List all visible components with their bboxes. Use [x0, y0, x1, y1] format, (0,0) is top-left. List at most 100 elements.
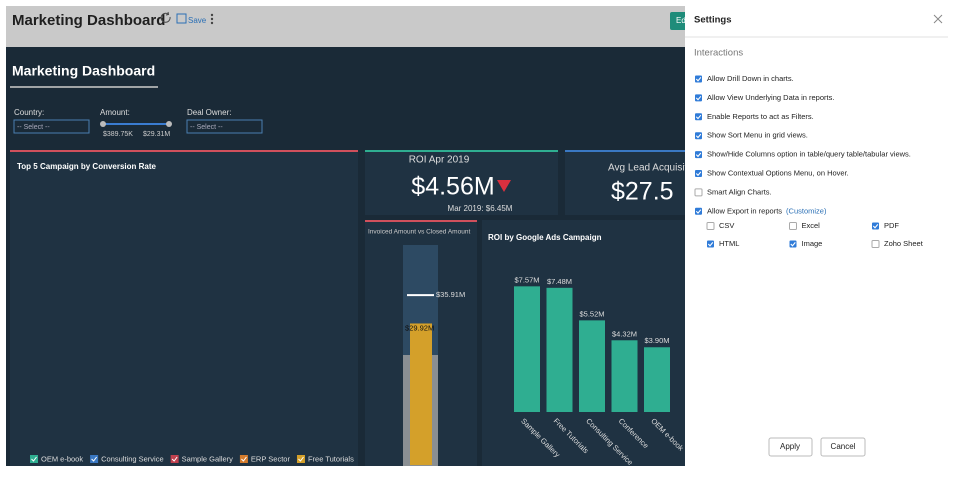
checkbox[interactable] [706, 222, 715, 230]
panel-title: Top 5 Campaign by Conversion Rate [17, 162, 157, 171]
checkmark [872, 224, 879, 229]
bar[interactable] [644, 347, 670, 412]
setting-label[interactable]: Allow View Underlying Data in reports. [707, 93, 834, 102]
apply-button[interactable] [768, 437, 813, 457]
more-icon[interactable] [210, 13, 214, 25]
legend-swatch[interactable] [30, 455, 38, 463]
legend-label[interactable]: OEM e-book [41, 454, 83, 463]
export-option[interactable]: Image [802, 239, 823, 248]
checkmark [695, 171, 702, 177]
bar-label: $7.57M [514, 275, 539, 284]
bar-label: $5.52M [579, 309, 604, 318]
legend-swatch[interactable] [296, 455, 305, 463]
cancel-label[interactable]: Cancel [831, 442, 856, 451]
page-title: Marketing Dashboard [12, 12, 165, 29]
checkmark [790, 242, 796, 247]
checkbox-checked[interactable] [695, 170, 702, 177]
settings-title: Settings [694, 15, 731, 26]
legend-swatch[interactable] [239, 455, 248, 463]
slider-min: $389.75K [103, 131, 133, 138]
checkmark [695, 152, 702, 158]
bullet-target-label: $35.91M [436, 290, 465, 299]
section-title: Interactions [694, 48, 743, 59]
edit-button[interactable] [670, 12, 700, 30]
settings-panel [685, 6, 948, 466]
bar-label: $4.32M [612, 329, 637, 338]
legend-label[interactable]: Free Tutorials [308, 454, 354, 463]
legend-check [171, 456, 178, 462]
checkmark [695, 95, 702, 101]
save-label[interactable]: Save [188, 16, 207, 25]
checkbox-checked[interactable] [789, 240, 797, 248]
export-option[interactable]: Zoho Sheet [884, 239, 924, 248]
customize-link[interactable]: (Customize) [786, 206, 827, 215]
panel-title: ROI by Google Ads Campaign [488, 233, 602, 242]
kpi-compare: Mar 2019: $6.45M [448, 204, 513, 213]
owner-select[interactable] [186, 119, 263, 134]
checkmark [695, 133, 702, 139]
select-value[interactable]: -- Select -- [17, 124, 50, 131]
checkbox-checked[interactable] [695, 94, 702, 102]
close-icon[interactable] [933, 14, 943, 24]
panel [365, 150, 558, 215]
panel [10, 150, 358, 466]
setting-label[interactable]: Allow Export in reports [707, 206, 782, 215]
legend-label[interactable]: Sample Gallery [182, 454, 234, 463]
checkmark [695, 209, 702, 214]
export-option[interactable]: PDF [884, 221, 899, 230]
legend-swatch[interactable] [90, 455, 99, 463]
filter-label: Deal Owner: [187, 108, 231, 117]
settings-list: Allow Drill Down in charts. Allow View Un… [694, 74, 924, 248]
setting-label[interactable]: Allow Drill Down in charts. [707, 74, 794, 83]
slider-knob[interactable] [100, 121, 106, 127]
save-icon[interactable] [176, 13, 187, 24]
legend-check [31, 456, 37, 462]
bar[interactable] [546, 287, 573, 412]
bar[interactable] [611, 340, 638, 412]
edit-button-label[interactable]: Ed [676, 16, 686, 25]
bar-label: $7.48M [547, 277, 572, 286]
checkbox[interactable] [694, 188, 703, 197]
setting-label[interactable]: Enable Reports to act as Filters. [707, 112, 814, 121]
checkbox[interactable] [871, 240, 880, 248]
legend-check [241, 456, 247, 462]
setting-label[interactable]: Show Contextual Options Menu, on Hover. [707, 168, 849, 177]
export-option[interactable]: HTML [719, 239, 739, 248]
checkmark [695, 114, 702, 120]
checkbox-checked[interactable] [695, 151, 702, 159]
bar[interactable] [514, 286, 540, 412]
checkbox-checked[interactable] [695, 207, 702, 215]
legend-label[interactable]: Consulting Service [101, 454, 164, 463]
checkbox-checked[interactable] [872, 222, 879, 230]
kpi-value: $4.56M [411, 173, 494, 201]
trend-down [497, 180, 511, 192]
export-option[interactable]: CSV [719, 221, 734, 230]
checkbox-checked[interactable] [695, 113, 702, 121]
setting-label[interactable]: Show/Hide Columns option in table/query … [707, 150, 911, 159]
setting-label[interactable]: Smart Align Charts. [707, 187, 772, 196]
checkbox[interactable] [789, 222, 797, 230]
cancel-button[interactable] [820, 437, 866, 457]
refresh-icon[interactable] [160, 11, 171, 23]
filter-label: Country: [14, 108, 44, 117]
kpi-title: Avg Lead Acquisiti [608, 163, 690, 174]
country-select[interactable] [13, 119, 90, 134]
checkbox-checked[interactable] [695, 132, 702, 140]
kpi-value: $27.5 [611, 178, 674, 206]
export-option[interactable]: Excel [802, 221, 821, 230]
select-value[interactable]: -- Select -- [190, 124, 223, 131]
top-bar [6, 6, 685, 47]
panel-title: Invoiced Amount vs Closed Amount [368, 229, 470, 236]
checkmark [707, 242, 714, 247]
bar[interactable] [579, 320, 605, 412]
checkbox-checked[interactable] [695, 75, 702, 83]
legend-swatch[interactable] [170, 455, 179, 463]
kpi-title: ROI Apr 2019 [409, 155, 470, 166]
setting-label[interactable]: Show Sort Menu in grid views. [707, 131, 808, 140]
legend-label[interactable]: ERP Sector [251, 454, 291, 463]
apply-label[interactable]: Apply [780, 442, 800, 451]
filter-label: Amount: [100, 108, 130, 117]
slider-knob[interactable] [166, 121, 172, 127]
checkbox-checked[interactable] [707, 240, 714, 248]
